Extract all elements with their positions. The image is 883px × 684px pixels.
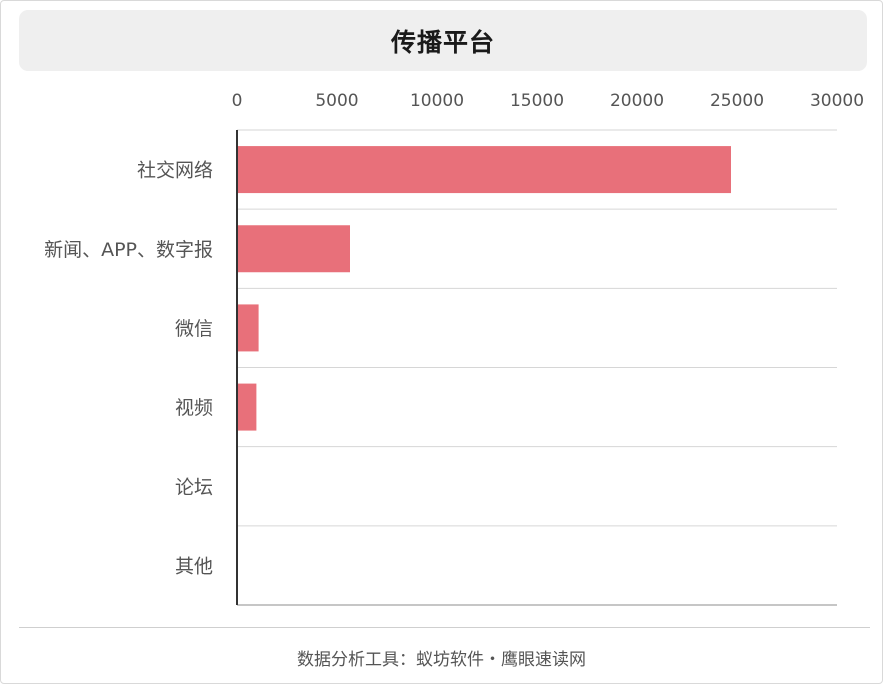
x-tick-label: 5000 xyxy=(315,91,358,111)
x-tick-label: 20000 xyxy=(610,91,664,111)
category-label: 社交网络 xyxy=(137,160,213,182)
category-label: 微信 xyxy=(175,318,213,340)
data-source-note: 数据分析工具：蚁坊软件・鹰眼速读网 xyxy=(297,650,586,670)
bar xyxy=(237,146,731,194)
x-tick-label: 0 xyxy=(232,91,243,111)
footer-divider xyxy=(19,627,870,628)
category-label: 其他 xyxy=(175,555,213,577)
bar xyxy=(237,304,259,352)
x-tick-label: 15000 xyxy=(510,91,564,111)
category-label: 新闻、APP、数字报 xyxy=(44,239,213,261)
x-tick-label: 30000 xyxy=(810,91,864,111)
category-label: 论坛 xyxy=(175,476,213,498)
x-tick-label: 25000 xyxy=(710,91,764,111)
x-tick-label: 10000 xyxy=(410,91,464,111)
title-bar: 传播平台 xyxy=(19,10,867,71)
bar xyxy=(237,225,350,273)
category-label: 视频 xyxy=(175,397,213,419)
chart-title: 传播平台 xyxy=(390,27,495,57)
bar xyxy=(237,383,257,431)
